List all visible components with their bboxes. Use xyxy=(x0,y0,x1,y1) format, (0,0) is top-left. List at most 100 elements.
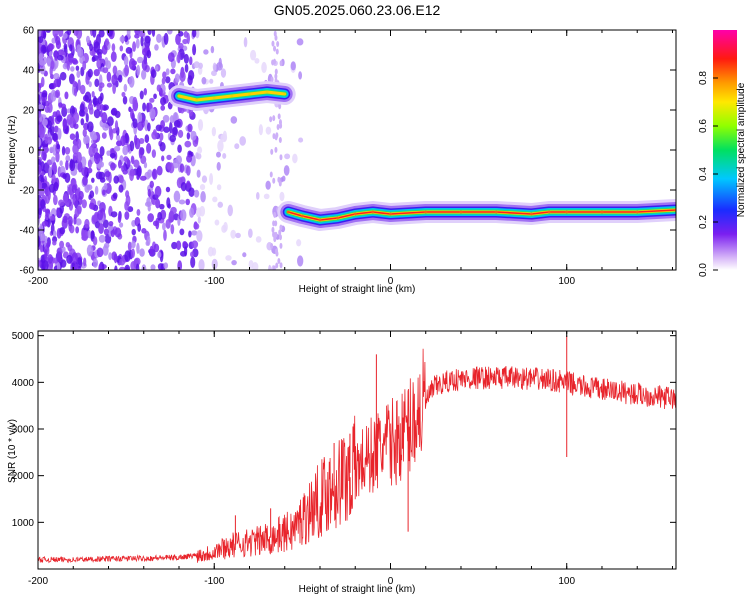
noise-blob xyxy=(278,229,282,236)
ridge-point xyxy=(459,210,463,214)
noise-blob xyxy=(129,170,134,182)
noise-blob xyxy=(94,185,99,195)
noise-blob xyxy=(212,62,217,71)
noise-blob xyxy=(177,51,181,64)
ridge-point xyxy=(389,212,392,216)
noise-blob xyxy=(85,35,90,44)
y-tick-label: 3000 xyxy=(12,425,35,436)
noise-blob xyxy=(66,114,73,125)
noise-blob xyxy=(110,211,118,218)
noise-blob xyxy=(71,184,77,194)
y-tick-label: 40 xyxy=(23,66,35,77)
noise-blob xyxy=(154,185,162,198)
noise-blob xyxy=(59,160,63,167)
noise-blob xyxy=(273,30,277,37)
noise-blob xyxy=(42,260,49,270)
noise-blob xyxy=(38,41,41,49)
noise-blob xyxy=(156,33,162,43)
noise-blob xyxy=(123,55,129,66)
noise-blob xyxy=(137,121,144,132)
noise-blob xyxy=(139,248,145,257)
noise-blob xyxy=(169,115,175,124)
noise-blob xyxy=(239,136,246,146)
noise-blob xyxy=(168,214,174,223)
noise-blob xyxy=(196,169,201,178)
noise-blob xyxy=(147,30,152,35)
noise-blob xyxy=(92,236,98,246)
noise-blob xyxy=(129,140,135,152)
noise-blob xyxy=(43,151,47,162)
noise-blob xyxy=(149,245,154,256)
noise-blob xyxy=(84,218,90,229)
noise-blob xyxy=(217,201,224,208)
noise-blob xyxy=(76,70,81,78)
noise-blob xyxy=(93,109,101,119)
noise-blob xyxy=(161,77,166,85)
snr-xlabel: Height of straight line (km) xyxy=(299,584,416,595)
noise-blob xyxy=(220,68,227,78)
noise-blob xyxy=(132,41,137,52)
ridge-point xyxy=(565,210,569,214)
noise-blob xyxy=(132,96,138,108)
noise-blob xyxy=(80,118,85,126)
noise-blob xyxy=(124,250,131,262)
noise-blob xyxy=(113,175,120,184)
noise-blob xyxy=(103,228,109,236)
noise-blob xyxy=(186,132,191,140)
noise-blob xyxy=(242,252,247,258)
noise-blob xyxy=(119,222,124,228)
noise-blob xyxy=(209,173,214,185)
noise-blob xyxy=(52,240,57,246)
noise-blob xyxy=(186,32,190,45)
noise-blob xyxy=(211,126,217,137)
noise-blob xyxy=(135,263,140,270)
noise-blob xyxy=(59,240,65,249)
noise-blob xyxy=(283,165,290,176)
noise-blob xyxy=(38,94,41,104)
noise-blob xyxy=(209,78,214,84)
noise-blob xyxy=(272,220,276,227)
noise-blob xyxy=(62,32,68,40)
noise-blob xyxy=(103,182,108,191)
noise-blob xyxy=(135,38,140,49)
noise-blob xyxy=(147,213,154,223)
noise-blob xyxy=(235,232,241,239)
noise-blob xyxy=(123,35,129,43)
noise-blob xyxy=(69,44,73,52)
noise-blob xyxy=(114,120,119,131)
noise-blob xyxy=(100,103,104,111)
noise-blob xyxy=(98,263,103,270)
snr-panel: -200 -100 0 100 1000 2000 3000 4000 5000 Height … xyxy=(7,330,677,595)
snr-line xyxy=(38,348,676,564)
noise-blob xyxy=(274,134,278,141)
noise-blob xyxy=(48,51,53,57)
noise-blob xyxy=(187,123,193,133)
noise-blob xyxy=(151,168,158,180)
noise-blob xyxy=(159,203,165,210)
noise-blob xyxy=(40,76,45,88)
noise-blob xyxy=(70,66,75,72)
noise-blob xyxy=(48,183,56,193)
noise-blob xyxy=(184,140,192,148)
noise-blob xyxy=(91,214,97,225)
noise-blob xyxy=(73,87,78,97)
noise-blob xyxy=(117,214,122,224)
noise-blob xyxy=(90,230,95,240)
noise-blob xyxy=(193,61,200,69)
noise-blob xyxy=(112,82,117,95)
noise-blob xyxy=(190,256,196,268)
noise-blob xyxy=(136,165,142,177)
noise-blob xyxy=(153,243,160,253)
noise-blob xyxy=(192,30,197,38)
noise-blob xyxy=(96,102,102,111)
noise-blob xyxy=(272,177,276,184)
noise-blob xyxy=(163,229,167,242)
noise-blob xyxy=(222,153,227,159)
y-tick-label: 20 xyxy=(23,106,35,117)
noise-blob xyxy=(211,247,217,256)
noise-blob xyxy=(193,189,200,198)
noise-blob xyxy=(89,43,94,51)
noise-blob xyxy=(75,226,80,234)
y-tick-label: -40 xyxy=(20,226,35,237)
noise-blob xyxy=(275,248,279,255)
